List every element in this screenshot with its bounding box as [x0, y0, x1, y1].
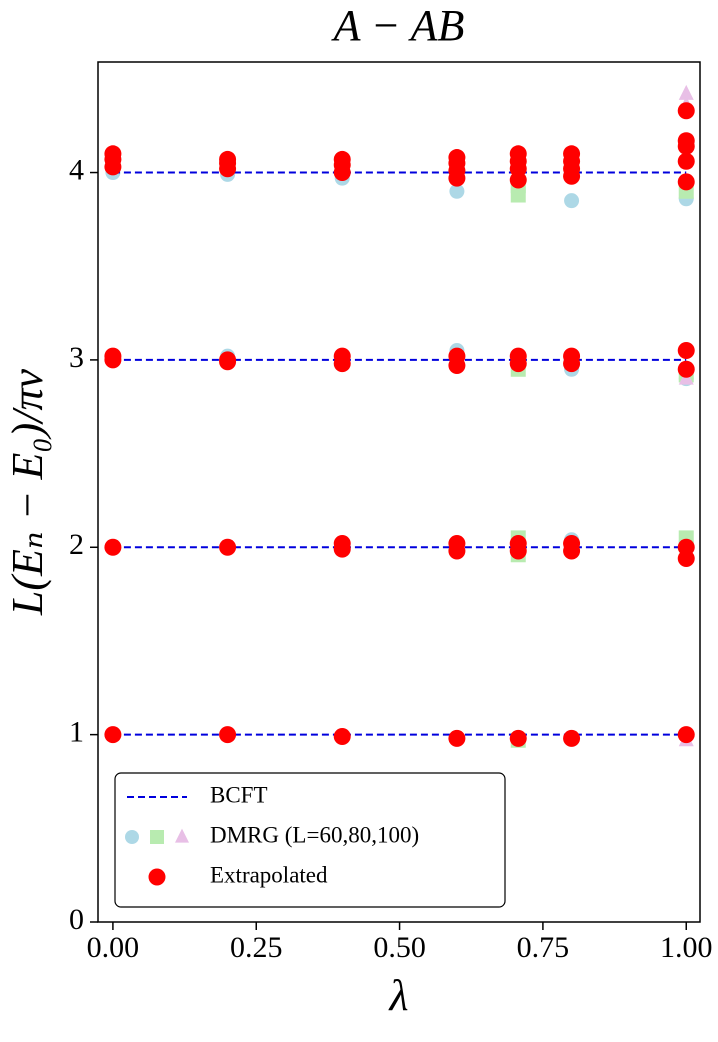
extrapolated-point — [104, 726, 122, 744]
y-tick-label: 3 — [69, 341, 84, 374]
extrapolated-point — [448, 149, 466, 167]
extrapolated-point — [677, 102, 695, 120]
extrapolated-point — [104, 145, 122, 163]
extrapolated-point — [563, 145, 581, 163]
extrapolated-point — [333, 150, 351, 168]
plot-frame — [97, 61, 701, 923]
x-tick-label: 0.25 — [230, 931, 283, 964]
extrapolated-point — [333, 728, 351, 746]
extrapolated-point — [104, 538, 122, 556]
extrapolated-point — [448, 729, 466, 747]
extrapolated-point — [104, 347, 122, 365]
dmrg-point — [564, 193, 580, 209]
extrapolated-point — [333, 535, 351, 553]
x-axis-label: λ — [387, 971, 408, 1020]
extrapolated-point — [219, 150, 237, 168]
extrapolated-point — [333, 347, 351, 365]
y-tick-label: 1 — [69, 716, 84, 749]
extrapolated-point — [448, 347, 466, 365]
x-tick-label: 0.00 — [87, 931, 140, 964]
extrapolated-point — [219, 538, 237, 556]
extrapolated-point — [219, 726, 237, 744]
extrapolated-point — [563, 347, 581, 365]
dmrg-point — [449, 183, 465, 199]
extrapolated-point — [677, 360, 695, 378]
extrapolated-point — [563, 729, 581, 747]
extrapolated-point — [563, 535, 581, 553]
extrapolated-point — [448, 535, 466, 553]
extrapolated-point — [509, 535, 527, 553]
extrapolated-point — [677, 538, 695, 556]
y-tick-label: 4 — [69, 153, 84, 186]
extrapolated-point — [677, 173, 695, 191]
extrapolated-point — [509, 347, 527, 365]
chart-title: A − AB — [331, 1, 465, 50]
legend-label: DMRG (L=60,80,100) — [210, 822, 419, 847]
legend-marker — [150, 830, 164, 844]
extrapolated-point — [677, 342, 695, 360]
extrapolated-point — [677, 152, 695, 170]
y-axis-label: L(Eₙ − E₀)/πv — [3, 368, 52, 616]
x-tick-label: 0.75 — [517, 931, 570, 964]
y-tick-label: 0 — [69, 903, 84, 936]
legend-marker — [148, 868, 166, 886]
x-tick-label: 0.50 — [373, 931, 426, 964]
dmrg-point — [678, 84, 694, 100]
y-tick-label: 2 — [69, 528, 84, 561]
extrapolated-point — [219, 353, 237, 371]
extrapolated-point — [677, 132, 695, 150]
x-tick-label: 1.00 — [660, 931, 713, 964]
legend-label: Extrapolated — [210, 862, 328, 887]
extrapolated-point — [677, 726, 695, 744]
legend-box — [114, 772, 506, 908]
extrapolated-point — [509, 729, 527, 747]
legend-marker — [175, 828, 189, 843]
legend-label: BCFT — [210, 782, 268, 807]
legend-marker — [125, 830, 139, 844]
extrapolated-point — [509, 145, 527, 163]
